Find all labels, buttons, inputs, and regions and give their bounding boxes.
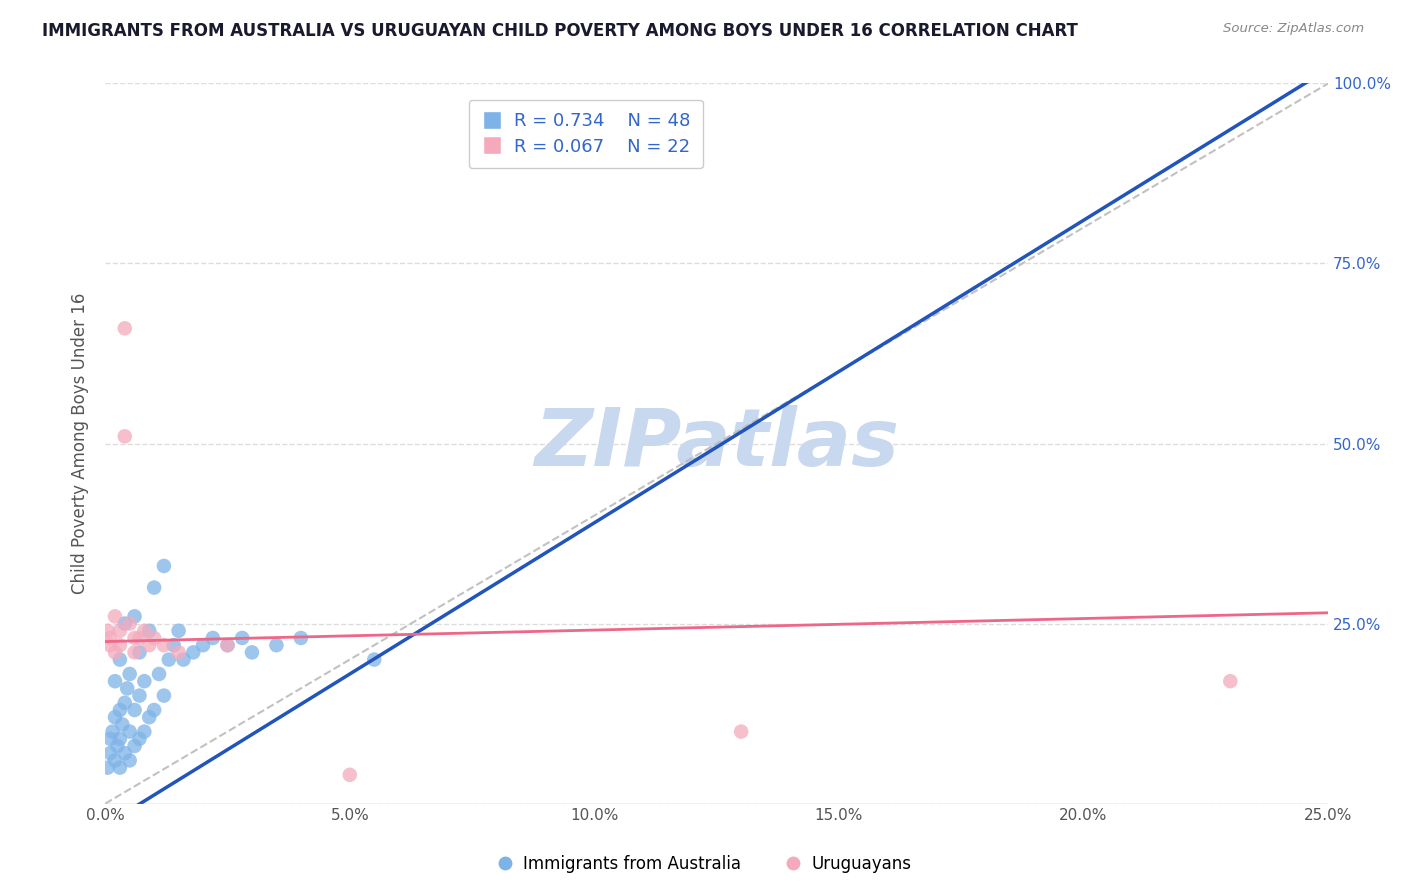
Point: [134, 624, 156, 638]
Point: [1219, 674, 1241, 689]
Point: [134, 674, 156, 689]
Point: [108, 652, 131, 666]
Point: [124, 631, 146, 645]
Point: [138, 624, 160, 638]
Point: [128, 631, 150, 645]
Point: [201, 631, 224, 645]
Point: [114, 321, 136, 335]
Point: [128, 731, 150, 746]
Point: [153, 638, 176, 652]
Point: [104, 645, 127, 659]
Point: [339, 768, 361, 782]
Point: [124, 609, 146, 624]
Point: [115, 681, 138, 696]
Point: [172, 652, 194, 666]
Point: [181, 645, 204, 659]
Point: [240, 645, 263, 659]
Point: [266, 638, 288, 652]
Point: [148, 667, 170, 681]
Point: [124, 739, 146, 753]
Point: [108, 731, 131, 746]
Point: [134, 724, 156, 739]
Point: [167, 624, 190, 638]
Point: [104, 609, 127, 624]
Point: [217, 638, 239, 652]
Point: [104, 674, 127, 689]
Point: [114, 429, 136, 443]
Point: [730, 724, 752, 739]
Point: [128, 689, 150, 703]
Point: [107, 739, 129, 753]
Point: [108, 703, 131, 717]
Point: [157, 652, 180, 666]
Point: [101, 724, 124, 739]
Point: [124, 703, 146, 717]
Point: [124, 645, 146, 659]
Point: [153, 558, 176, 573]
Point: [143, 581, 166, 595]
Point: [98, 731, 121, 746]
Point: [108, 761, 131, 775]
Y-axis label: Child Poverty Among Boys Under 16: Child Poverty Among Boys Under 16: [72, 293, 89, 594]
Text: IMMIGRANTS FROM AUSTRALIA VS URUGUAYAN CHILD POVERTY AMONG BOYS UNDER 16 CORRELA: IMMIGRANTS FROM AUSTRALIA VS URUGUAYAN C…: [42, 22, 1078, 40]
Point: [108, 624, 131, 638]
Point: [138, 638, 160, 652]
Point: [118, 667, 141, 681]
Point: [98, 631, 121, 645]
Point: [290, 631, 312, 645]
Point: [167, 645, 190, 659]
Point: [118, 753, 141, 767]
Point: [153, 689, 176, 703]
Point: [98, 638, 121, 652]
Text: ZIPatlas: ZIPatlas: [534, 405, 900, 483]
Point: [231, 631, 253, 645]
Point: [128, 645, 150, 659]
Point: [143, 631, 166, 645]
Point: [98, 746, 121, 760]
Point: [118, 724, 141, 739]
Point: [217, 638, 239, 652]
Text: Source: ZipAtlas.com: Source: ZipAtlas.com: [1223, 22, 1364, 36]
Point: [143, 703, 166, 717]
Point: [138, 710, 160, 724]
Point: [97, 624, 120, 638]
Point: [111, 717, 134, 731]
Point: [114, 696, 136, 710]
Legend: Immigrants from Australia, Uruguayans: Immigrants from Australia, Uruguayans: [488, 848, 918, 880]
Point: [363, 652, 385, 666]
Point: [104, 753, 127, 767]
Point: [108, 638, 131, 652]
Point: [191, 638, 214, 652]
Legend: R = 0.734    N = 48, R = 0.067    N = 22: R = 0.734 N = 48, R = 0.067 N = 22: [468, 100, 703, 169]
Point: [104, 710, 127, 724]
Point: [114, 746, 136, 760]
Point: [97, 761, 120, 775]
Point: [118, 616, 141, 631]
Point: [114, 616, 136, 631]
Point: [163, 638, 186, 652]
